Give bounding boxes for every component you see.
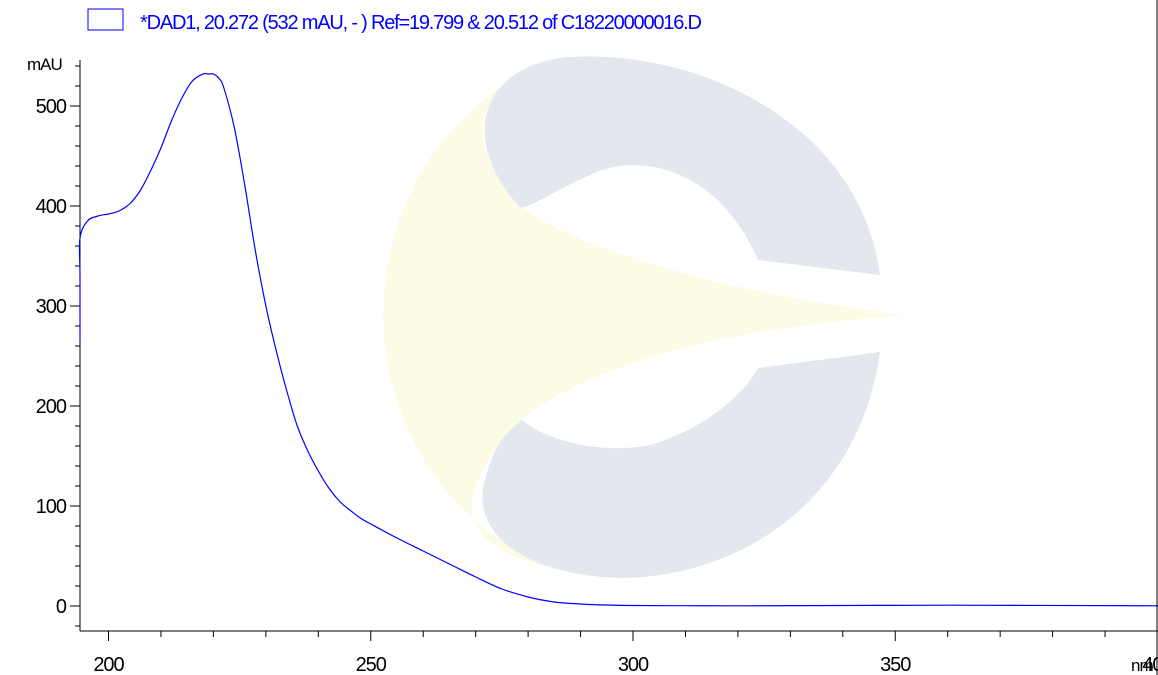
- y-axis-ticks: 0 100 200 300 400 500: [36, 65, 80, 627]
- x-axis-unit-label: nm: [1131, 656, 1153, 675]
- y-tick-label: 0: [56, 596, 67, 618]
- x-tick-label: 250: [356, 654, 387, 675]
- x-tick-label: 300: [618, 654, 649, 675]
- series-line: [78, 72, 1158, 607]
- y-tick-label: 400: [36, 196, 67, 218]
- y-tick-label: 200: [36, 396, 67, 418]
- legend-swatch: [87, 8, 124, 31]
- x-tick-label: 400: [1142, 654, 1158, 675]
- x-tick-label: 350: [880, 654, 911, 675]
- series-group: [78, 72, 1158, 607]
- stylized-c-logo-watermark-icon: [383, 52, 905, 578]
- y-axis-unit-label: mAU: [27, 55, 62, 74]
- x-tick-label: 200: [93, 654, 124, 675]
- y-tick-label: 300: [36, 296, 67, 318]
- y-tick-label: 100: [36, 496, 67, 518]
- watermark-gray-upper-arc: [484, 56, 880, 275]
- watermark-cream-crescent: [383, 52, 905, 578]
- y-tick-label: 500: [36, 96, 67, 118]
- watermark-gray-lower-arc: [482, 352, 880, 578]
- x-axis-ticks: 200250300350400450500550: [93, 631, 1158, 675]
- legend-label: *DAD1, 20.272 (532 mAU, - ) Ref=19.799 &…: [140, 12, 701, 34]
